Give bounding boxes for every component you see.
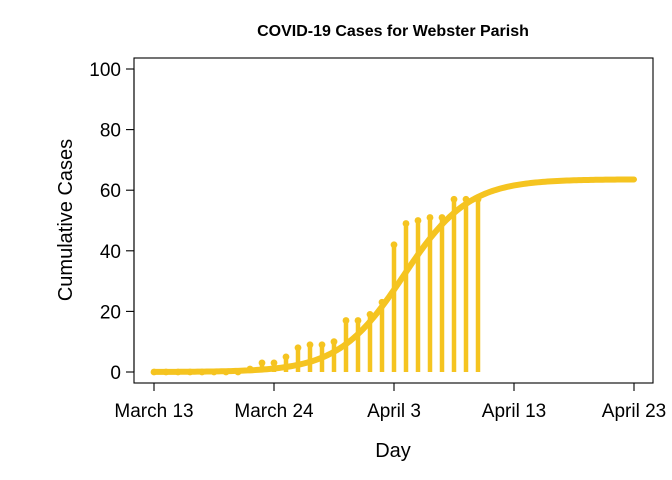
y-tick-label: 80: [100, 121, 121, 142]
lollipop-point: [450, 195, 458, 203]
x-tick-label: April 3: [367, 401, 421, 422]
lollipop-point: [294, 344, 302, 352]
y-tick-label: 100: [89, 60, 121, 81]
lollipop-point: [342, 317, 350, 324]
x-axis: March 13 March 24 April 3 April 13 April 23: [114, 382, 666, 422]
lollipop-point: [258, 359, 266, 367]
y-tick-label: 60: [100, 181, 121, 202]
lollipop-point: [390, 241, 398, 249]
x-tick-label: April 13: [482, 401, 546, 422]
fitted-curve: [151, 176, 637, 375]
y-axis-label: Cumulative Cases: [55, 139, 77, 301]
lollipop-point: [330, 338, 338, 346]
lollipop-point: [402, 220, 410, 227]
lollipop-point: [318, 341, 326, 349]
lollipop-point: [306, 341, 314, 349]
x-axis-label: Day: [375, 440, 411, 462]
lollipop-point: [426, 214, 434, 221]
y-tick-label: 0: [110, 363, 121, 384]
lollipop-point: [354, 317, 362, 324]
y-tick-label: 20: [100, 302, 121, 323]
lollipop-point: [414, 217, 422, 224]
lollipop-series: [150, 195, 482, 376]
x-tick-label: March 13: [114, 401, 193, 422]
y-axis: 0 20 40 60 80 100: [89, 60, 135, 384]
x-tick-label: March 24: [234, 401, 314, 422]
x-tick-label: April 23: [602, 401, 666, 422]
chart-title: COVID-19 Cases for Webster Parish: [257, 23, 529, 40]
lollipop-point: [282, 353, 290, 361]
lollipop-point: [270, 359, 278, 367]
y-tick-label: 40: [100, 242, 121, 263]
